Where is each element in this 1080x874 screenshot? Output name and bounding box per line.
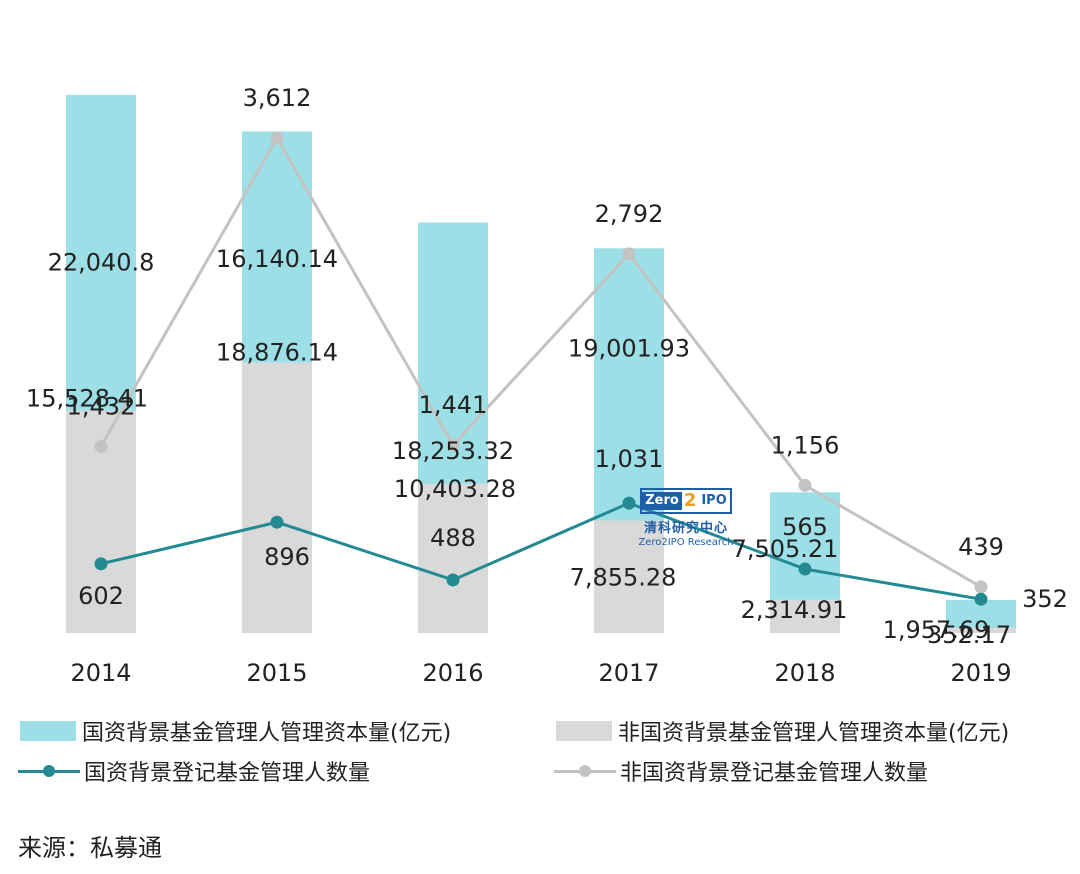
- legend-label-state-count: 国资背景登记基金管理人数量: [84, 761, 371, 786]
- label-state-count: 896: [264, 543, 310, 571]
- x-tick-label: 2014: [70, 659, 131, 687]
- label-state-count: 602: [78, 582, 124, 610]
- label-nonstate-count: 439: [958, 533, 1004, 561]
- label-state-capital: 1,957.69: [883, 616, 990, 644]
- point-state-count: [974, 592, 988, 606]
- label-state-count: 565: [782, 513, 828, 541]
- label-nonstate-count: 3,612: [243, 84, 312, 112]
- watermark-name-cn: 清科研究中心: [643, 521, 728, 536]
- label-nonstate-count: 2,792: [595, 200, 664, 228]
- point-nonstate-count: [446, 438, 460, 452]
- x-tick-label: 2017: [598, 659, 659, 687]
- label-state-capital: 18,253.32: [392, 437, 514, 465]
- point-state-count: [270, 515, 284, 529]
- point-nonstate-count: [270, 131, 284, 145]
- label-state-count: 352: [1022, 585, 1068, 613]
- label-nonstate-count: 1,432: [67, 392, 136, 420]
- bar-nonstate-capital: [418, 483, 488, 633]
- label-state-capital: 19,001.93: [568, 334, 690, 362]
- label-nonstate-capital: 352.17: [927, 621, 1011, 649]
- legend-swatch-state-count: [18, 761, 80, 781]
- point-state-count: [94, 557, 108, 571]
- point-state-count: [622, 496, 636, 510]
- legend-label-nonstate-capital: 非国资背景基金管理人管理资本量(亿元): [618, 721, 1010, 746]
- zero2ipo-logo: Zero 2 IPO: [640, 488, 732, 514]
- bar-state-capital: [242, 131, 312, 363]
- legend-swatch-nonstate-capital: [556, 721, 612, 741]
- x-tick-label: 2015: [246, 659, 307, 687]
- legend-label-nonstate-count: 非国资背景登记基金管理人数量: [620, 761, 929, 786]
- label-state-capital: 16,140.14: [216, 245, 338, 273]
- label-nonstate-capital: 10,403.28: [394, 475, 516, 503]
- label-nonstate-count: 1,156: [771, 431, 840, 459]
- bar-nonstate-capital: [242, 362, 312, 633]
- combo-chart: 22,040.8 15,528.41 602 1,432 2014 16,140.14 18…: [26, 84, 1068, 687]
- legend-item-nonstate-capital: 非国资背景基金管理人管理资本量(亿元): [556, 716, 1009, 746]
- legend-item-nonstate-count: 非国资背景登记基金管理人数量: [554, 756, 928, 786]
- point-nonstate-count: [974, 580, 988, 594]
- legend-item-state-count: 国资背景登记基金管理人数量: [18, 756, 370, 786]
- label-nonstate-count: 1,441: [419, 391, 488, 419]
- point-state-count: [446, 573, 460, 587]
- zero2ipo-watermark: Zero 2 IPO 清科研究中心 Zero2IPO Research: [636, 488, 736, 548]
- point-nonstate-count: [622, 247, 636, 261]
- label-nonstate-capital: 15,528.41: [26, 385, 148, 413]
- label-state-count: 1,031: [595, 445, 664, 473]
- x-tick-label: 2018: [774, 659, 835, 687]
- point-state-count: [798, 562, 812, 576]
- label-nonstate-capital: 2,314.91: [741, 596, 848, 624]
- x-tick-label: 2016: [422, 659, 483, 687]
- bar-nonstate-capital: [594, 520, 664, 633]
- x-tick-label: 2019: [950, 659, 1011, 687]
- legend-item-state-capital: 国资背景基金管理人管理资本量(亿元): [20, 716, 451, 746]
- label-state-capital: 7,505.21: [732, 535, 839, 563]
- label-state-capital: 22,040.8: [48, 249, 155, 277]
- line-state-count: [100, 501, 982, 601]
- label-nonstate-capital: 7,855.28: [570, 563, 677, 591]
- legend-swatch-nonstate-count: [554, 761, 616, 781]
- watermark-name-en: Zero2IPO Research: [638, 537, 734, 548]
- label-state-count: 488: [430, 524, 476, 552]
- source-note: 来源：私募通: [18, 834, 162, 862]
- bar-nonstate-capital: [770, 599, 840, 633]
- point-nonstate-count: [798, 478, 812, 492]
- bar-state-capital: [770, 492, 840, 600]
- line-nonstate-count: [99, 134, 982, 589]
- legend-swatch-state-capital: [20, 721, 76, 741]
- legend-label-state-capital: 国资背景基金管理人管理资本量(亿元): [82, 721, 452, 746]
- bar-state-capital: [66, 94, 136, 411]
- label-nonstate-capital: 18,876.14: [216, 339, 338, 367]
- bar-nonstate-capital: [946, 627, 1016, 633]
- point-nonstate-count: [94, 439, 108, 453]
- bar-state-capital: [594, 248, 664, 521]
